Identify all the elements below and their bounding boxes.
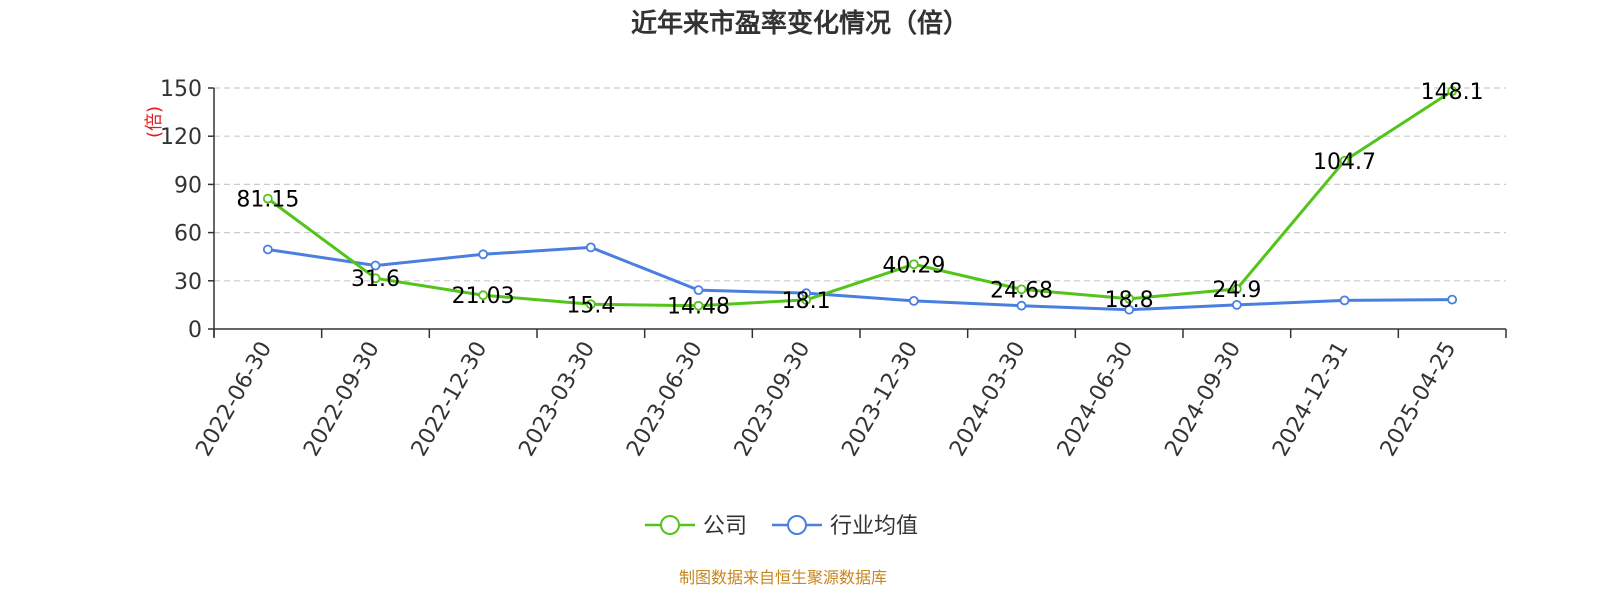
y-tick-label: 90 <box>174 173 202 198</box>
industry-average-data-point[interactable] <box>908 295 919 306</box>
y-tick-label: 120 <box>160 125 202 150</box>
legend-item-company[interactable]: 公司 <box>645 514 747 539</box>
legend-company-label: 公司 <box>703 514 747 539</box>
industry-average-data-point[interactable] <box>370 260 381 271</box>
company-data-label: 104.7 <box>1313 150 1376 175</box>
x-tick-label: 2024-09-30 <box>1160 338 1246 461</box>
industry-average-data-point[interactable] <box>262 244 273 255</box>
company-data-point[interactable] <box>370 273 381 284</box>
x-tick-label: 2023-03-30 <box>514 338 600 461</box>
legend: 公司 行业均值 <box>645 514 918 539</box>
series-layer <box>262 86 1458 315</box>
company-series-line <box>266 89 1454 308</box>
chart-title: 近年来市盈率变化情况（倍） <box>631 8 969 39</box>
y-tick-label: 150 <box>160 77 202 102</box>
industry-average-data-point[interactable] <box>1339 295 1350 306</box>
x-tick-label: 2023-06-30 <box>622 338 708 461</box>
y-tick-label: 30 <box>174 270 202 295</box>
industry-average-data-point[interactable] <box>1016 300 1027 311</box>
company-data-label: 15.4 <box>566 293 615 318</box>
industry-average-data-point[interactable] <box>1447 294 1458 305</box>
company-data-label: 148.1 <box>1421 80 1484 105</box>
industry-average-data-point[interactable] <box>585 242 596 253</box>
legend-industry-marker <box>787 515 807 535</box>
company-data-label: 24.9 <box>1212 278 1261 303</box>
data-labels: 81.15 31.6 21.03 15.4 14.48 18.1 40.29 24.68 18.… <box>236 80 1483 320</box>
industry-average-data-point[interactable] <box>1231 299 1242 310</box>
x-tick-label: 2022-09-30 <box>299 338 385 461</box>
y-axis-unit-label: (倍) <box>144 106 165 138</box>
industry-average-data-point[interactable] <box>1124 304 1135 315</box>
company-data-label: 14.48 <box>667 295 730 320</box>
x-tick-label: 2025-04-25 <box>1376 338 1462 461</box>
company-data-point[interactable] <box>693 300 704 311</box>
x-tick-label: 2022-12-30 <box>407 338 493 461</box>
company-data-point[interactable] <box>262 193 273 204</box>
legend-industry-label: 行业均值 <box>830 514 918 539</box>
x-tick-label: 2024-12-31 <box>1268 338 1354 461</box>
industry-average-data-point[interactable] <box>478 249 489 260</box>
x-tick-label: 2023-09-30 <box>730 338 816 461</box>
company-data-point[interactable] <box>478 290 489 301</box>
legend-company-marker <box>660 515 680 535</box>
company-data-label: 40.29 <box>882 253 945 278</box>
company-data-label: 24.68 <box>990 278 1053 303</box>
y-tick-label: 0 <box>188 318 202 343</box>
source-footer: 制图数据来自恒生聚源数据库 <box>679 568 887 587</box>
x-tick-label: 2023-12-30 <box>837 338 923 461</box>
company-data-label: 21.03 <box>452 284 515 309</box>
company-data-point[interactable] <box>908 259 919 270</box>
company-data-label: 31.6 <box>351 267 400 292</box>
legend-item-industry-average[interactable]: 行业均值 <box>772 514 918 539</box>
company-data-point[interactable] <box>1016 284 1027 295</box>
company-data-point[interactable] <box>1124 293 1135 304</box>
x-tick-label: 2024-03-30 <box>945 338 1031 461</box>
industry-average-series-line <box>266 245 1454 312</box>
x-tick-label: 2024-06-30 <box>1053 338 1139 461</box>
company-data-point[interactable] <box>1339 155 1350 166</box>
x-tick-label: 2022-06-30 <box>191 338 277 461</box>
company-data-point[interactable] <box>801 295 812 305</box>
company-data-label: 81.15 <box>236 188 299 213</box>
company-data-point[interactable] <box>1231 284 1242 294</box>
company-data-label: 18.1 <box>782 289 831 314</box>
company-data-point[interactable] <box>585 299 596 310</box>
grid-lines <box>214 87 1506 282</box>
y-tick-label: 60 <box>174 222 202 247</box>
company-data-point[interactable] <box>1447 86 1458 96</box>
industry-average-data-point[interactable] <box>693 285 704 296</box>
company-data-label: 18.8 <box>1105 288 1154 313</box>
